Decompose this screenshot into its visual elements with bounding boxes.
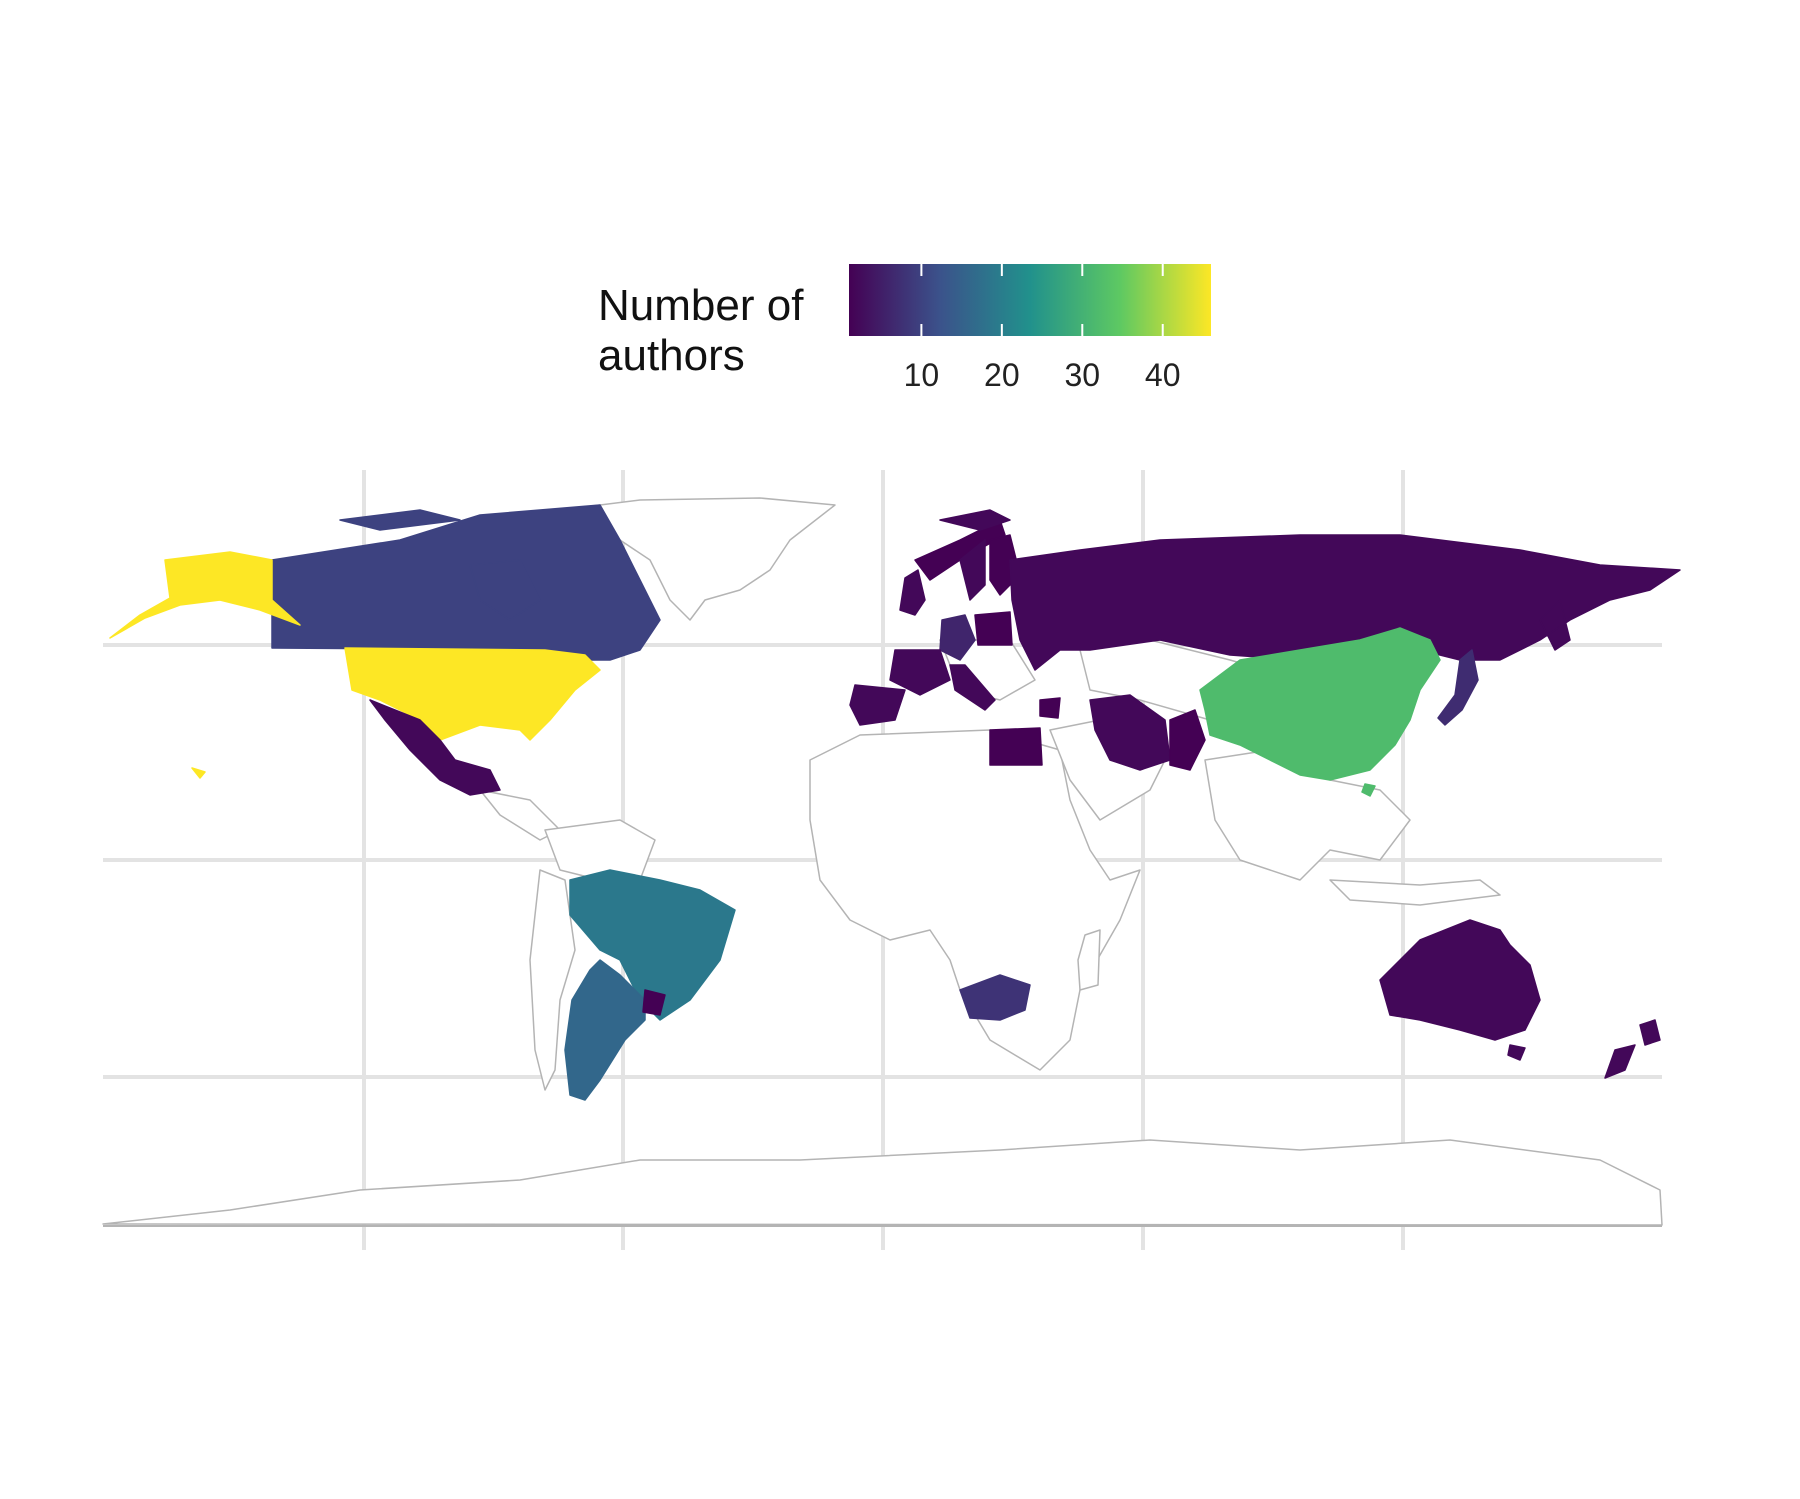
country-italy <box>949 664 996 711</box>
country-united-kingdom <box>899 569 926 616</box>
country-argentina <box>564 959 646 1101</box>
country-south-america-north <box>544 819 656 881</box>
country-africa-rest <box>809 729 1141 1071</box>
country-uruguay <box>642 989 666 1016</box>
legend-tick-label: 10 <box>904 357 940 393</box>
country-madagascar <box>1077 929 1101 991</box>
legend-tick-label: 20 <box>984 357 1020 393</box>
country-sweden <box>959 539 986 601</box>
country-antarctica <box>102 1139 1663 1226</box>
countries <box>102 497 1681 1226</box>
country-syria <box>1039 697 1061 719</box>
country-france <box>889 649 951 696</box>
country-canada <box>271 504 661 661</box>
country-indonesia <box>1329 879 1501 906</box>
country-germany <box>939 614 976 661</box>
country-japan <box>1437 649 1479 726</box>
country-south-africa <box>959 974 1031 1021</box>
country-norway <box>914 519 1006 581</box>
legend-tick-label: 30 <box>1064 357 1100 393</box>
legend-title-line2: authors <box>598 331 745 380</box>
country-new-zealand <box>1604 1019 1661 1079</box>
country-brazil <box>569 869 736 1021</box>
country-pakistan <box>1169 709 1206 771</box>
legend-tick-label: 40 <box>1145 357 1181 393</box>
country-mexico <box>369 699 501 796</box>
legend: Number of authors 10 20 30 40 <box>598 264 1211 393</box>
country-united-states <box>109 551 601 779</box>
country-russia <box>939 509 1681 671</box>
country-egypt <box>989 727 1043 766</box>
legend-title-line1: Number of <box>598 281 804 330</box>
country-south-america-west <box>529 869 576 1091</box>
country-australia <box>1379 919 1541 1061</box>
country-china <box>1199 627 1441 797</box>
country-spain <box>849 684 906 726</box>
map-panel <box>102 470 1681 1250</box>
country-poland <box>974 611 1013 646</box>
country-iran <box>1089 694 1171 771</box>
legend-colorbar <box>849 264 1211 336</box>
legend-ticks: 10 20 30 40 <box>904 264 1181 393</box>
country-greenland <box>559 497 836 621</box>
